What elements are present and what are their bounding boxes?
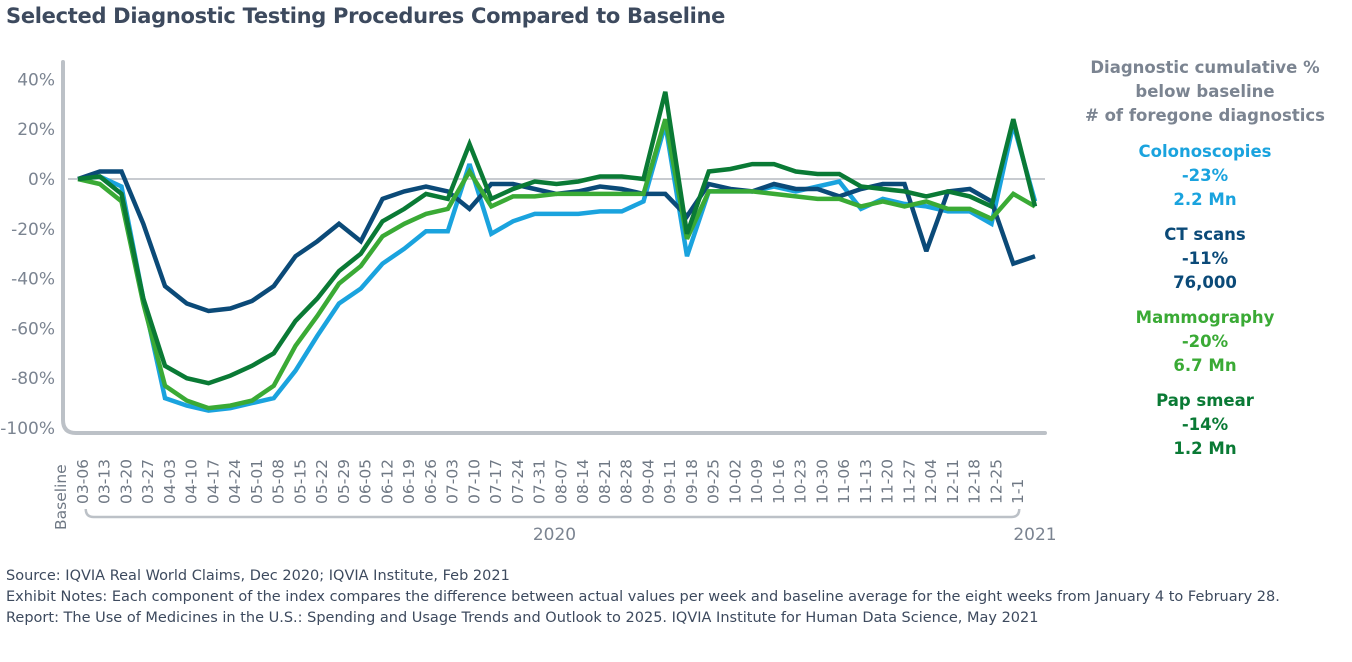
legend-item-pap-smear: Pap smear -14% 1.2 Mn	[1070, 389, 1340, 461]
x-tick-label: 10-16	[770, 459, 788, 504]
x-tick-label: 04-24	[226, 459, 244, 504]
year-label-2020: 2020	[533, 525, 576, 545]
legend-header-line: below baseline	[1135, 82, 1275, 101]
series-line-mammography	[77, 118, 1037, 411]
x-tick-label: 10-23	[792, 459, 810, 504]
footer: Source: IQVIA Real World Claims, Dec 202…	[6, 566, 1346, 629]
legend-item-name: Mammography	[1135, 308, 1275, 327]
legend-item-name: Colonoscopies	[1138, 142, 1272, 161]
x-tick-label: 11-20	[879, 459, 897, 504]
x-tick-label: 06-19	[400, 459, 418, 504]
x-tick-label: 08-28	[618, 459, 636, 504]
x-tick-label: 05-22	[313, 459, 331, 504]
x-tick-label: 05-29	[335, 459, 353, 504]
legend-item-pct: -14%	[1181, 415, 1229, 434]
y-tick-label: -40%	[11, 270, 55, 290]
x-tick-label: 08-21	[596, 459, 614, 504]
legend-item-pct: -20%	[1181, 332, 1229, 351]
x-tick-label: 03-27	[139, 459, 157, 504]
series-line-pap-smear	[77, 91, 1038, 386]
x-tick-label: 06-12	[378, 459, 396, 504]
x-tick-label: 05-08	[270, 459, 288, 504]
x-tick-label: 07-10	[465, 459, 483, 504]
y-tick-label: 0%	[28, 170, 55, 190]
legend-item-count: 1.2 Mn	[1173, 439, 1237, 458]
x-tick-label: 12-18	[966, 459, 984, 504]
x-tick-label: 10-09	[748, 459, 766, 504]
legend-item-pct: -11%	[1181, 249, 1229, 268]
x-tick-label: 06-26	[422, 459, 440, 504]
x-tick-label: 10-30	[813, 459, 831, 504]
x-tick-label: 11-13	[857, 459, 875, 504]
y-tick-label: 40%	[17, 70, 55, 90]
x-tick-label: 09-18	[683, 459, 701, 504]
x-tick-label: 03-20	[117, 459, 135, 504]
legend-item-count: 76,000	[1173, 273, 1237, 292]
axis-line	[61, 60, 1047, 435]
x-tick-label: 05-15	[291, 459, 309, 504]
x-tick-label: 07-31	[531, 459, 549, 504]
x-tick-label: 08-14	[574, 459, 592, 504]
x-tick-label: 12-25	[987, 459, 1005, 504]
x-tick-label: 07-17	[487, 459, 505, 504]
x-tick-label: 1-1	[1009, 479, 1027, 504]
x-tick-label: 03-13	[96, 459, 114, 504]
x-tick-label: 12-04	[922, 459, 940, 504]
legend-header-line: # of foregone diagnostics	[1085, 106, 1325, 125]
x-tick-label: 08-07	[552, 459, 570, 504]
y-tick-label: -20%	[11, 220, 55, 240]
legend-item-count: 2.2 Mn	[1173, 190, 1237, 209]
x-tick-label: 09-11	[661, 459, 679, 504]
year-groups: 2020 2021	[84, 508, 1057, 545]
line-chart: 40%20%0%-20%-40%-60%-80%-100% Baseline 03…	[0, 60, 1057, 545]
x-tick-label: 09-25	[705, 459, 723, 504]
x-tick-label: 10-02	[726, 459, 744, 504]
legend-item-count: 6.7 Mn	[1173, 356, 1237, 375]
series-line-colonoscopies	[77, 123, 1038, 413]
x-tick-label: 11-27	[900, 459, 918, 504]
x-tick-label: 03-06	[74, 459, 92, 504]
source-note: Source: IQVIA Real World Claims, Dec 202…	[6, 568, 510, 584]
x-tick-label: 12-11	[944, 459, 962, 504]
axes	[61, 60, 1047, 435]
x-tick-label: 04-17	[204, 459, 222, 504]
legend-item-mammography: Mammography -20% 6.7 Mn	[1070, 306, 1340, 378]
x-tick-label: 06-05	[357, 459, 375, 504]
y-axis-ticks: 40% 20% 0% -20% -40% -60% -80% -100%	[0, 70, 55, 439]
legend: Diagnostic cumulative % below baseline #…	[1070, 56, 1340, 472]
y-tick-label: -80%	[11, 369, 55, 389]
legend-item-ct-scans: CT scans -11% 76,000	[1070, 223, 1340, 295]
x-tick-label: Baseline	[52, 464, 70, 530]
y-tick-label: -60%	[11, 319, 55, 339]
chart-title: Selected Diagnostic Testing Procedures C…	[6, 4, 726, 28]
year-label-2021: 2021	[1013, 525, 1056, 545]
legend-item-pct: -23%	[1181, 166, 1229, 185]
legend-item-colonoscopies: Colonoscopies -23% 2.2 Mn	[1070, 140, 1340, 212]
legend-item-name: CT scans	[1164, 225, 1246, 244]
legend-header: Diagnostic cumulative % below baseline #…	[1070, 56, 1340, 128]
report-citation: Report: The Use of Medicines in the U.S.…	[6, 610, 1039, 626]
x-tick-label: 07-24	[509, 459, 527, 504]
x-tick-label: 04-10	[183, 459, 201, 504]
y-tick-label: -100%	[0, 419, 55, 439]
year-bracket	[84, 508, 1021, 519]
x-tick-label: 07-03	[444, 459, 462, 504]
y-tick-label: 20%	[17, 120, 55, 140]
series-lines	[77, 91, 1038, 413]
legend-item-name: Pap smear	[1156, 391, 1254, 410]
x-tick-label: 04-03	[161, 459, 179, 504]
x-axis-ticks: Baseline 03-06 03-13 03-20 03-27 04-03 04-10 04…	[52, 459, 1027, 530]
legend-header-line: Diagnostic cumulative %	[1090, 58, 1320, 77]
exhibit-notes: Exhibit Notes: Each component of the ind…	[6, 589, 1280, 605]
x-tick-label: 05-01	[248, 459, 266, 504]
x-tick-label: 11-06	[835, 459, 853, 504]
x-tick-label: 09-04	[639, 459, 657, 504]
